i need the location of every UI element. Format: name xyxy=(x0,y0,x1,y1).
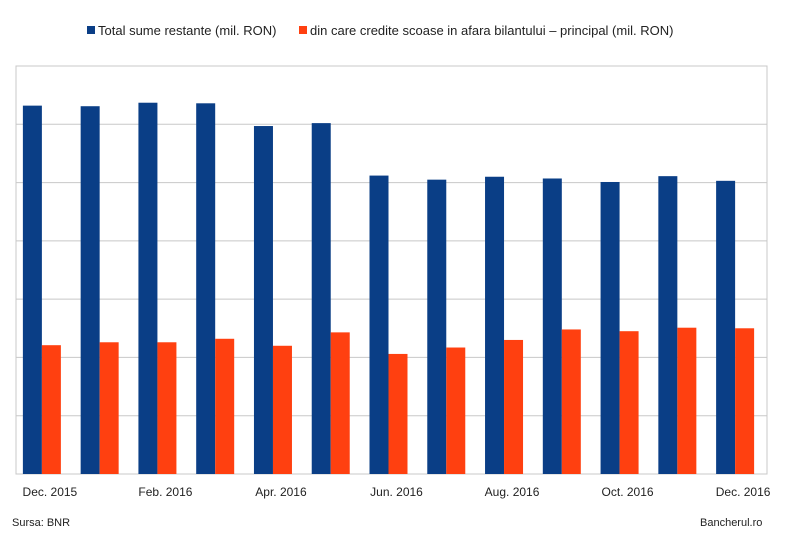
bar-series2-2 xyxy=(157,342,177,474)
bar-series2-8 xyxy=(504,339,524,474)
bar-series2-3 xyxy=(215,338,235,474)
bar-series1-8 xyxy=(485,176,505,474)
bar-series1-3 xyxy=(196,103,216,474)
x-tick-label-0: Dec. 2015 xyxy=(23,485,78,499)
bar-series1-4 xyxy=(253,126,273,474)
x-tick-label-8: Aug. 2016 xyxy=(485,485,540,499)
brand-label: Bancherul.ro xyxy=(700,517,763,529)
bar-series2-10 xyxy=(619,331,639,474)
source-note: Sursa: BNR xyxy=(12,517,71,529)
legend-label-1: Total sume restante (mil. RON) xyxy=(98,23,276,38)
bar-series2-6 xyxy=(388,353,408,474)
bar-series2-12 xyxy=(735,328,755,474)
bar-series1-9 xyxy=(542,178,562,474)
x-tick-label-6: Jun. 2016 xyxy=(370,485,423,499)
bar-series1-11 xyxy=(658,176,678,474)
bar-series1-0 xyxy=(22,105,42,475)
x-tick-label-2: Feb. 2016 xyxy=(138,485,192,499)
x-tick-label-4: Apr. 2016 xyxy=(255,485,307,499)
bar-series1-10 xyxy=(600,181,620,474)
bar-series2-7 xyxy=(446,347,466,474)
bar-series2-4 xyxy=(272,345,292,474)
legend: Total sume restante (mil. RON) din care c… xyxy=(87,23,673,38)
bar-series1-1 xyxy=(80,106,100,475)
bar-series1-7 xyxy=(427,179,447,474)
bar-series1-6 xyxy=(369,175,389,474)
bar-series2-5 xyxy=(330,332,350,474)
bar-series1-2 xyxy=(138,102,158,474)
bar-series1-5 xyxy=(311,123,331,475)
legend-swatch-1 xyxy=(87,26,95,34)
legend-label-2: din care credite scoase in afara bilantu… xyxy=(310,23,673,38)
bar-series2-11 xyxy=(677,327,697,474)
x-tick-label-10: Oct. 2016 xyxy=(602,485,654,499)
legend-swatch-2 xyxy=(299,26,307,34)
bar-series1-12 xyxy=(716,180,736,474)
bar-series2-1 xyxy=(99,342,119,474)
plot-area: Dec. 2015 Feb. 2016 Apr. 2016 Jun. 2016 Aug.… xyxy=(15,65,771,499)
bar-series2-0 xyxy=(41,345,61,474)
x-tick-label-12: Dec. 2016 xyxy=(716,485,771,499)
bar-series2-9 xyxy=(561,329,581,474)
